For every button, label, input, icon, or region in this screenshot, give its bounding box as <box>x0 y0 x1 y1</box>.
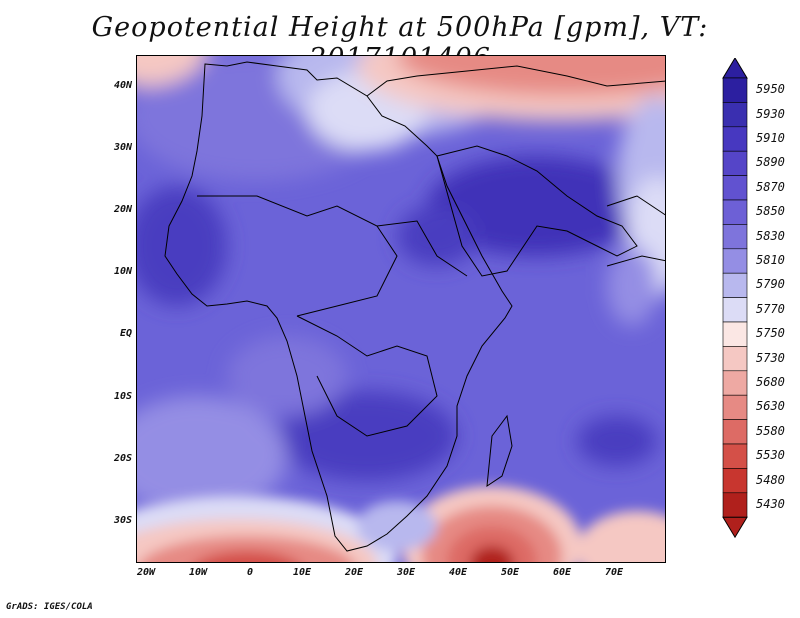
lat-label: 10N <box>113 266 132 277</box>
colorbar-cell <box>722 443 748 469</box>
lon-label: 10W <box>188 567 208 578</box>
colorbar-label: 5430 <box>756 497 785 511</box>
colorbar-cell <box>722 102 748 128</box>
lon-label: 60E <box>552 567 572 578</box>
africa-coast <box>164 61 513 552</box>
lon-label: 50E <box>500 567 520 578</box>
colorbar-label: 5930 <box>756 106 785 121</box>
colorbar-label: 5830 <box>756 228 785 243</box>
map-svg <box>137 56 665 562</box>
colorbar-label: 5750 <box>756 326 785 341</box>
lon-label: 20E <box>344 567 364 578</box>
lon-label: 40E <box>448 567 468 578</box>
colorbar-cell <box>722 370 748 396</box>
lat-label: 20S <box>113 453 132 464</box>
lat-label: 10S <box>113 391 132 402</box>
colorbar-cell <box>722 224 748 250</box>
colorbar-label: 5850 <box>756 204 785 219</box>
colorbar-label: 5680 <box>756 375 785 389</box>
colorbar-cell <box>722 321 748 347</box>
colorbar-min-arrow <box>722 516 748 539</box>
north-coast <box>366 65 665 97</box>
colorbar-cell <box>722 419 748 445</box>
lon-label: 0 <box>246 567 254 578</box>
colorbar-label: 5530 <box>756 448 785 463</box>
colorbar-cell <box>722 492 748 518</box>
lon-label: 10E <box>292 567 312 578</box>
lon-label: 30E <box>396 567 416 578</box>
colorbar <box>722 58 748 539</box>
colorbar-cell <box>722 297 748 323</box>
colorbar-label: 5790 <box>756 277 785 292</box>
colorbar-label: 5810 <box>756 253 785 267</box>
lat-label: 40N <box>113 80 132 91</box>
map-panel <box>136 55 666 563</box>
colorbar-cell <box>722 272 748 298</box>
colorbar-label: 5770 <box>756 301 785 316</box>
coastlines <box>164 61 665 552</box>
colorbar-cell <box>722 175 748 201</box>
colorbar-cell <box>722 346 748 372</box>
footer-credit: GrADS: IGES/COLA <box>6 602 93 612</box>
colorbar-cell <box>722 248 748 274</box>
colorbar-cell <box>722 394 748 420</box>
lat-label: 20N <box>113 204 132 215</box>
colorbar-label: 5580 <box>756 423 785 438</box>
colorbar-label: 5950 <box>756 82 785 97</box>
india-coast <box>606 195 665 267</box>
country-borders-2 <box>296 315 438 437</box>
country-borders-3 <box>376 220 468 277</box>
madagascar-coast <box>486 414 513 488</box>
southern-lows <box>137 486 665 562</box>
lon-label: 70E <box>604 567 624 578</box>
colorbar-cell <box>722 126 748 152</box>
colorbar-cell <box>722 77 748 103</box>
colorbar-label: 5630 <box>756 399 785 414</box>
lat-label: 30N <box>113 142 132 153</box>
lat-label: EQ <box>119 328 132 339</box>
colorbar-label: 5890 <box>756 155 785 170</box>
lat-label: 30S <box>113 515 132 526</box>
colorbar-label: 5730 <box>756 350 785 365</box>
lon-label: 20W <box>136 567 156 578</box>
arabia-coast <box>436 145 638 277</box>
colorbar-cell <box>722 150 748 176</box>
colorbar-cell <box>722 199 748 225</box>
colorbar-label: 5910 <box>756 131 785 145</box>
colorbar-label: 5870 <box>756 179 785 194</box>
colorbar-cell <box>722 468 748 494</box>
colorbar-label: 5480 <box>756 472 785 487</box>
colorbar-max-arrow <box>722 58 748 79</box>
